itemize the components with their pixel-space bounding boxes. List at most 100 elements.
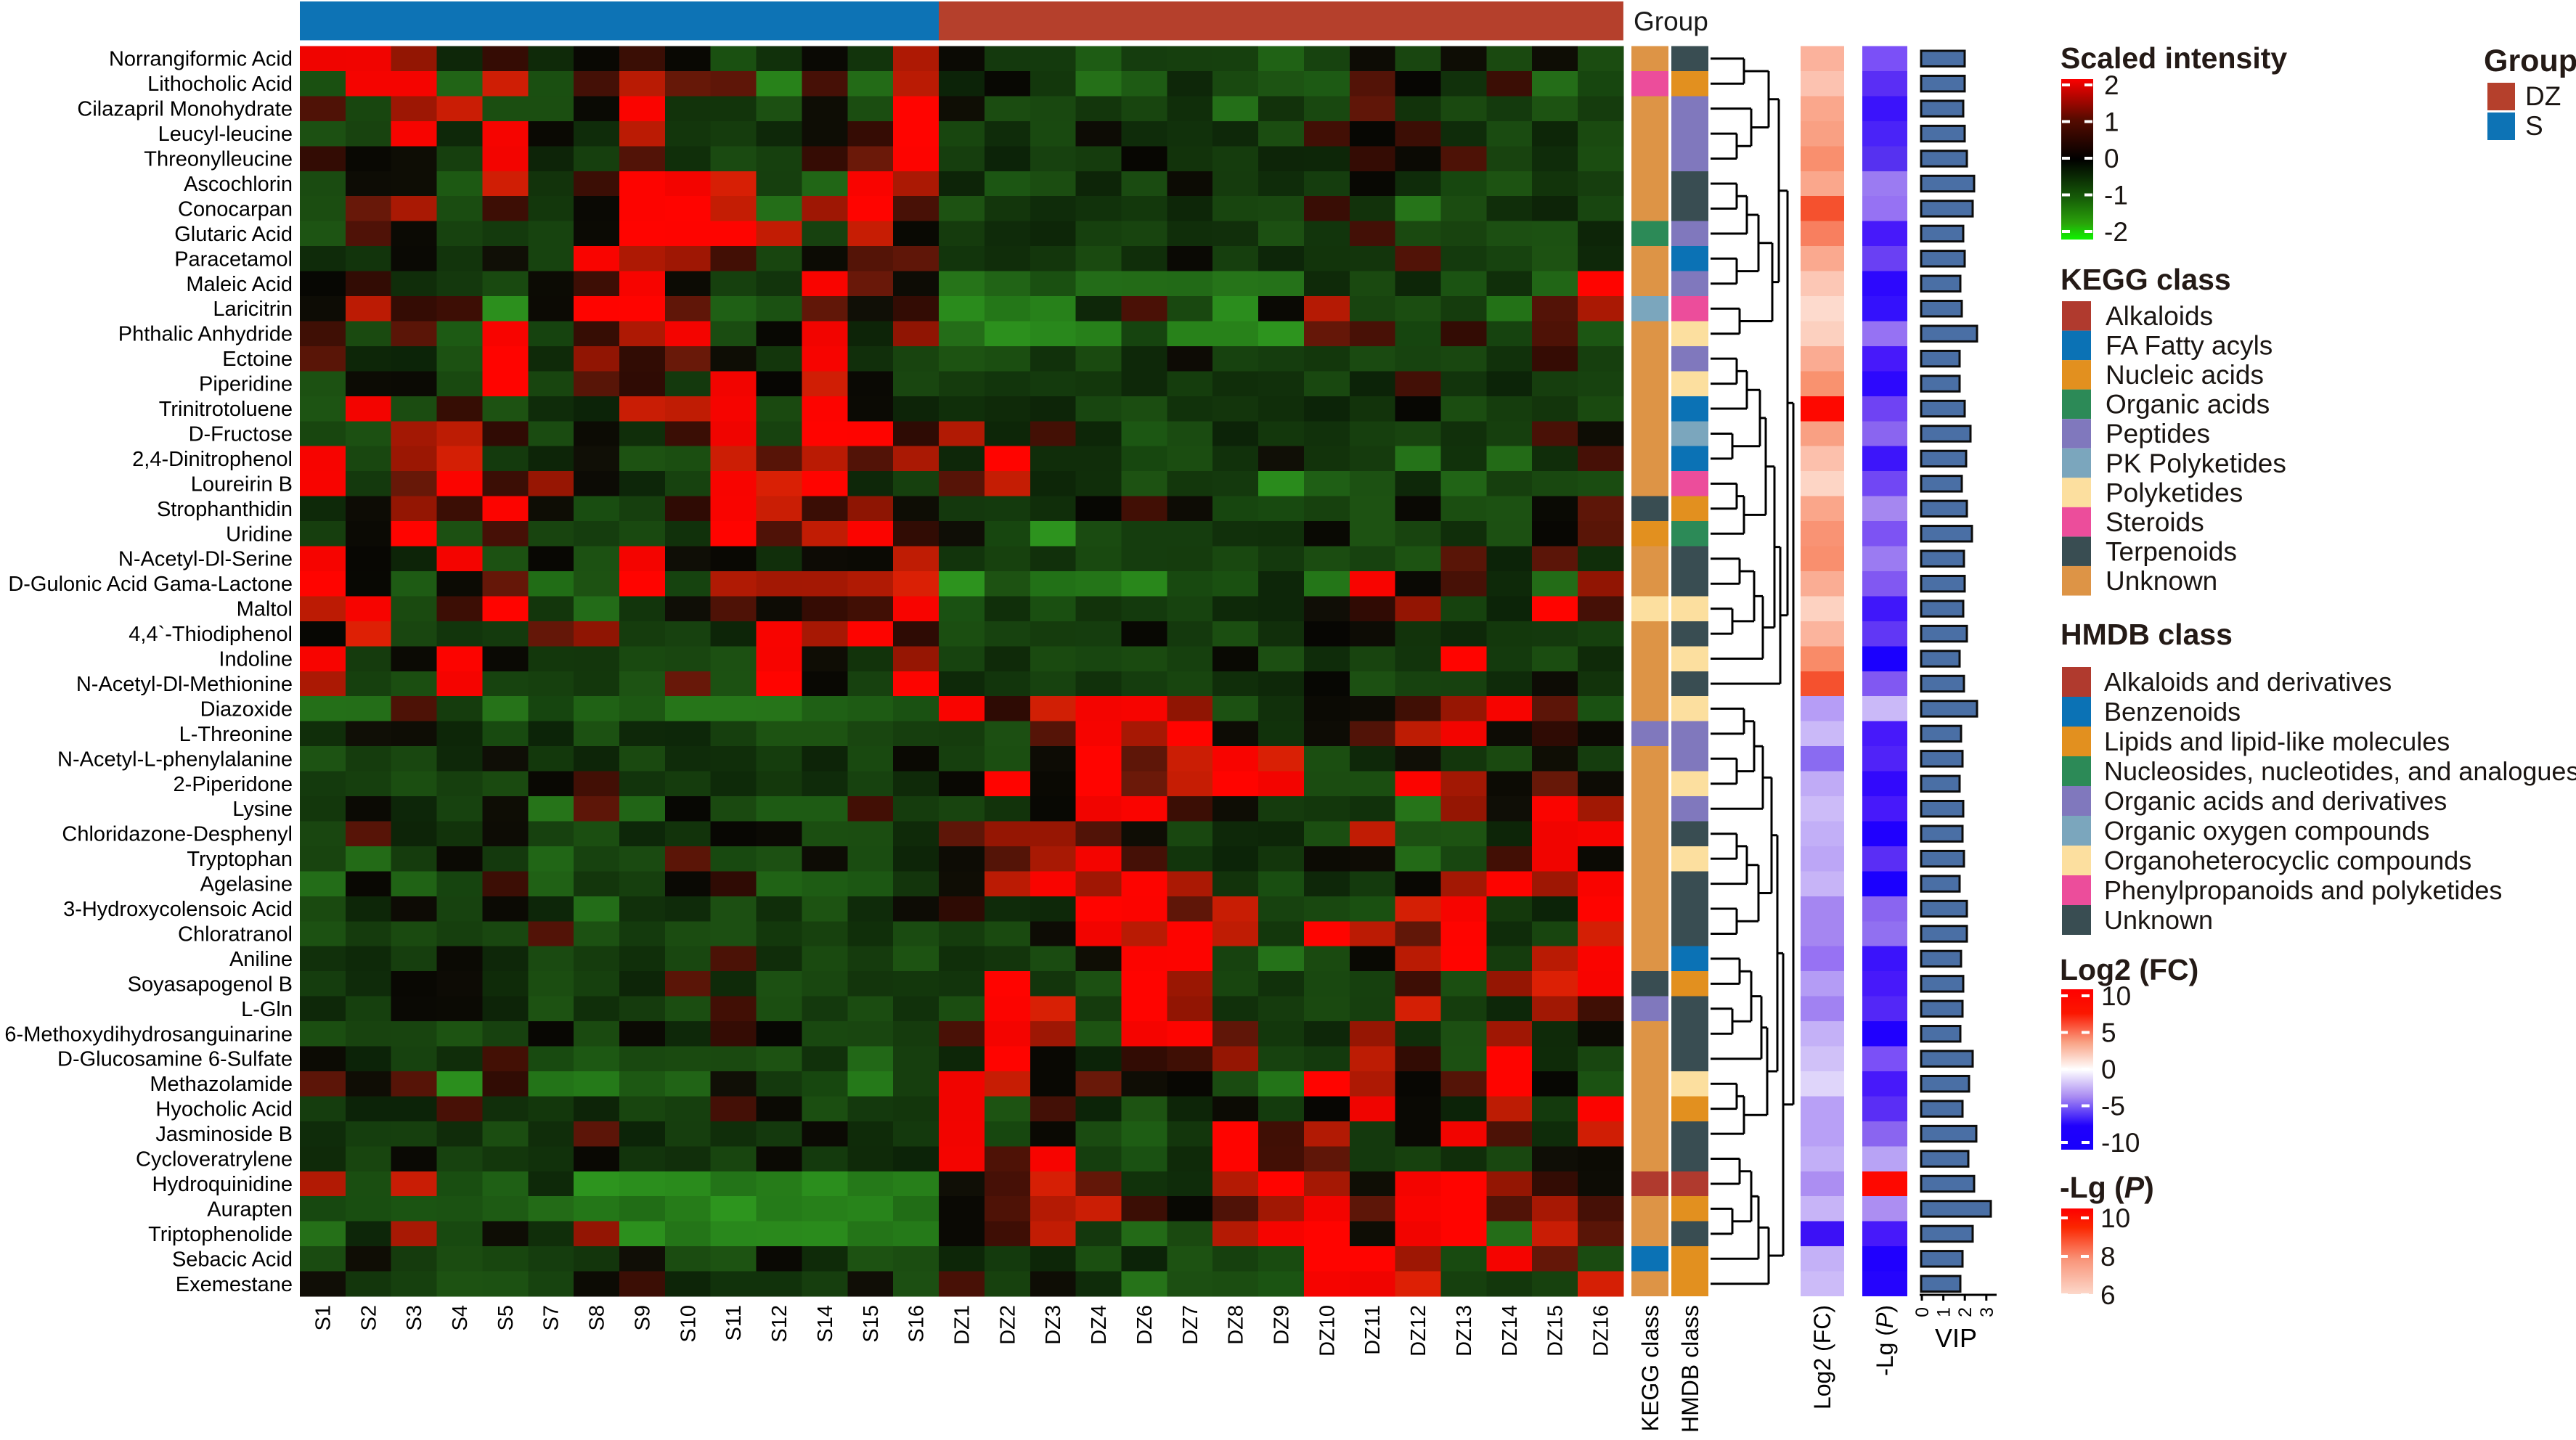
svg-text:DZ3: DZ3 [1042,1305,1065,1345]
svg-text:-2: -2 [2104,217,2128,247]
svg-text:N-Acetyl-L-phenylalanine: N-Acetyl-L-phenylalanine [57,748,293,771]
svg-text:Group: Group [1634,7,1708,36]
svg-text:10: 10 [2100,1203,2130,1233]
svg-text:DZ4: DZ4 [1088,1305,1111,1345]
svg-text:Sebacic Acid: Sebacic Acid [172,1248,293,1271]
svg-text:S2: S2 [357,1305,380,1330]
svg-text:PK Polyketides: PK Polyketides [2106,449,2286,478]
svg-text:Ectoine: Ectoine [222,348,293,371]
svg-text:Paracetamol: Paracetamol [174,248,293,271]
svg-text:Benzenoids: Benzenoids [2104,697,2241,727]
svg-text:Aurapten: Aurapten [207,1198,293,1221]
svg-text:Chloratranol: Chloratranol [178,923,293,946]
svg-text:0: 0 [2101,1055,2116,1084]
svg-text:KEGG class: KEGG class [1637,1305,1663,1431]
svg-text:D-Fructose: D-Fructose [189,423,293,446]
svg-text:S12: S12 [768,1305,791,1343]
svg-text:0: 0 [1912,1307,1933,1317]
svg-text:Group: Group [2484,44,2576,78]
svg-text:KEGG class: KEGG class [2061,263,2231,296]
svg-text:-5: -5 [2101,1092,2125,1121]
svg-text:DZ14: DZ14 [1499,1305,1522,1357]
svg-text:Nucleosides, nucleotides, and: Nucleosides, nucleotides, and analogues [2104,756,2576,786]
svg-text:DZ8: DZ8 [1225,1305,1248,1345]
svg-text:S14: S14 [814,1305,837,1343]
svg-text:HMDB class: HMDB class [2061,618,2233,651]
svg-text:5: 5 [2101,1018,2116,1048]
svg-text:FA Fatty acyls: FA Fatty acyls [2106,331,2273,361]
svg-text:DZ7: DZ7 [1179,1305,1202,1345]
svg-text:-Lg (P): -Lg (P) [2060,1171,2154,1204]
svg-text:L-Gln: L-Gln [241,998,293,1021]
svg-text:Exemestane: Exemestane [176,1273,293,1296]
svg-text:Glutaric Acid: Glutaric Acid [174,223,293,246]
svg-text:S15: S15 [860,1305,883,1343]
svg-text:Log2 (FC): Log2 (FC) [2060,953,2198,986]
svg-text:S7: S7 [540,1305,563,1330]
svg-text:D-Gulonic Acid Gama-Lactone: D-Gulonic Acid Gama-Lactone [8,573,293,596]
svg-text:3-Hydroxycolensoic Acid: 3-Hydroxycolensoic Acid [63,898,293,921]
svg-text:Unknown: Unknown [2104,905,2213,935]
svg-text:S3: S3 [403,1305,426,1330]
svg-text:-Lg (P): -Lg (P) [1872,1305,1898,1376]
svg-text:Leucyl-leucine: Leucyl-leucine [158,123,293,146]
svg-text:3: 3 [1977,1307,1997,1317]
svg-text:DZ2: DZ2 [996,1305,1019,1345]
svg-text:Alkaloids and derivatives: Alkaloids and derivatives [2104,667,2392,697]
svg-text:Aniline: Aniline [229,948,293,971]
svg-text:DZ16: DZ16 [1590,1305,1613,1357]
svg-text:Maleic Acid: Maleic Acid [186,273,293,296]
svg-text:Unknown: Unknown [2106,566,2217,596]
svg-text:VIP: VIP [1935,1323,1977,1353]
svg-text:Piperidine: Piperidine [199,373,293,396]
svg-text:Nucleic acids: Nucleic acids [2106,360,2264,390]
svg-text:S11: S11 [722,1305,746,1341]
svg-text:Log2 (FC): Log2 (FC) [1809,1305,1835,1410]
svg-text:Organoheterocyclic compounds: Organoheterocyclic compounds [2104,846,2471,875]
svg-text:DZ12: DZ12 [1407,1305,1430,1357]
svg-text:S5: S5 [494,1305,518,1330]
svg-text:Threonylleucine: Threonylleucine [144,148,293,171]
svg-text:S16: S16 [905,1305,929,1343]
svg-text:DZ: DZ [2525,81,2561,111]
svg-text:Phthalic Anhydride: Phthalic Anhydride [118,323,293,346]
svg-text:DZ10: DZ10 [1316,1305,1339,1357]
svg-text:Chloridazone-Desphenyl: Chloridazone-Desphenyl [62,823,293,846]
svg-text:10: 10 [2101,981,2131,1011]
svg-text:Lipids and lipid-like molecule: Lipids and lipid-like molecules [2104,727,2450,756]
svg-text:Hyocholic Acid: Hyocholic Acid [155,1098,293,1121]
svg-text:2-Piperidone: 2-Piperidone [174,773,293,796]
svg-text:8: 8 [2100,1242,2116,1272]
svg-text:2: 2 [2104,70,2119,100]
svg-text:Loureirin B: Loureirin B [191,472,293,496]
svg-text:Diazoxide: Diazoxide [200,698,293,721]
svg-text:-1: -1 [2104,181,2128,210]
svg-text:DZ13: DZ13 [1453,1305,1476,1357]
svg-text:6-Methoxydihydrosanguinarine: 6-Methoxydihydrosanguinarine [4,1023,293,1046]
svg-text:Tryptophan: Tryptophan [187,848,293,871]
svg-text:Organic acids and derivatives: Organic acids and derivatives [2104,786,2447,816]
svg-text:DZ6: DZ6 [1133,1305,1157,1345]
svg-text:2,4-Dinitrophenol: 2,4-Dinitrophenol [132,448,293,471]
svg-text:N-Acetyl-Dl-Serine: N-Acetyl-Dl-Serine [118,548,293,571]
svg-text:Hydroquinidine: Hydroquinidine [152,1173,293,1196]
svg-text:Strophanthidin: Strophanthidin [157,498,293,521]
svg-text:Laricitrin: Laricitrin [213,298,293,321]
svg-text:Terpenoids: Terpenoids [2106,536,2237,566]
svg-text:Cycloveratrylene: Cycloveratrylene [136,1148,293,1171]
svg-text:Norrangiformic Acid: Norrangiformic Acid [109,48,293,71]
svg-text:-10: -10 [2101,1128,2140,1158]
svg-text:Alkaloids: Alkaloids [2106,301,2213,331]
svg-text:Triptophenolide: Triptophenolide [148,1223,293,1246]
svg-text:Steroids: Steroids [2106,507,2204,537]
svg-text:Ascochlorin: Ascochlorin [184,173,293,196]
svg-text:DZ1: DZ1 [951,1305,974,1345]
svg-text:1: 1 [2104,107,2119,137]
svg-text:Conocarpan: Conocarpan [178,197,293,221]
svg-text:6: 6 [2100,1280,2116,1310]
svg-text:DZ11: DZ11 [1361,1305,1385,1355]
svg-text:Cilazapril Monohydrate: Cilazapril Monohydrate [77,98,293,121]
svg-text:Agelasine: Agelasine [200,873,293,896]
svg-text:Polyketides: Polyketides [2106,478,2243,507]
svg-text:Methazolamide: Methazolamide [150,1073,293,1096]
